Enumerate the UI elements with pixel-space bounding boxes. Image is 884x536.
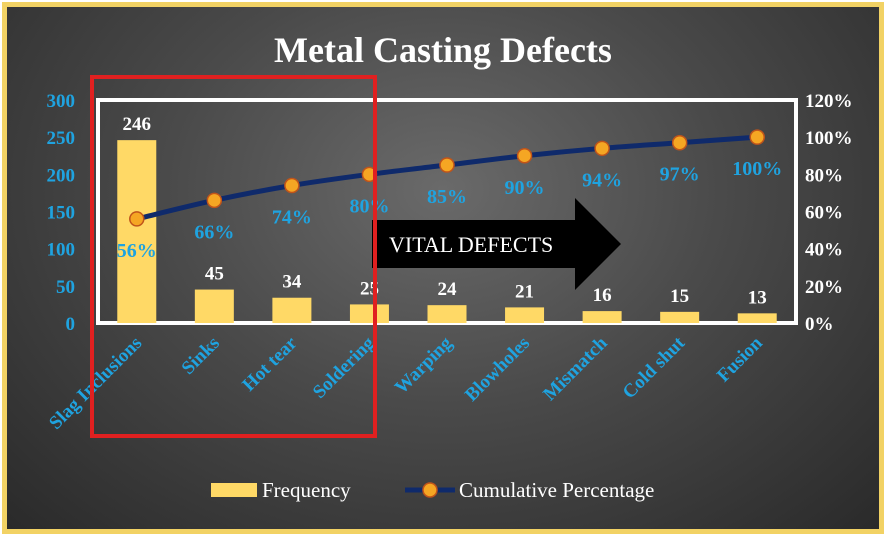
y-right-tick-label: 120% — [805, 91, 853, 112]
bar-value-label: 246 — [123, 114, 152, 135]
bar-value-label: 21 — [515, 281, 534, 302]
y-left-tick-label: 100 — [47, 240, 76, 261]
cumulative-percent-label: 90% — [505, 177, 545, 199]
bar — [349, 304, 389, 323]
x-tick-label: Cold shut — [619, 332, 690, 403]
bar — [582, 311, 622, 323]
cumulative-point — [439, 157, 455, 173]
bar — [660, 311, 700, 323]
vital-defects-label: VITAL DEFECTS — [389, 232, 553, 257]
y-left-tick-label: 0 — [66, 314, 76, 335]
cumulative-percent-label: 56% — [117, 240, 157, 262]
x-tick-label: Hot tear — [238, 332, 301, 395]
legend-label-frequency: Frequency — [262, 478, 351, 502]
cumulative-point — [284, 177, 300, 194]
legend-swatch-frequency — [211, 483, 257, 497]
legend-label-cumulative: Cumulative Percentage — [459, 478, 654, 502]
bar-value-label: 45 — [205, 264, 224, 285]
chart-title: Metal Casting Defects — [274, 30, 612, 70]
cumulative-point — [594, 140, 610, 157]
y-right-tick-label: 0% — [805, 314, 834, 335]
bar — [272, 297, 312, 323]
y-right-tick-label: 80% — [805, 165, 843, 186]
legend-item-frequency: Frequency — [211, 478, 351, 502]
cumulative-percent-label: 100% — [732, 158, 782, 180]
x-tick-label: Mismatch — [539, 332, 612, 405]
x-tick-label: Sinks — [178, 333, 224, 379]
legend-swatch-cumulative-marker — [422, 482, 438, 498]
y-right-tick-label: 40% — [805, 240, 843, 261]
x-tick-label: Slag Inclusions — [45, 333, 146, 434]
bar — [194, 289, 234, 323]
line-data-labels: 56% 66% 74% 80% 85% 90% 94% 97% 100% — [117, 158, 782, 262]
x-tick-label: Warping — [391, 332, 457, 398]
bar — [427, 305, 467, 323]
cumulative-point — [206, 192, 223, 209]
bar-value-label: 34 — [282, 272, 302, 293]
y-right-tick-label: 100% — [805, 128, 853, 149]
y-left-tick-label: 50 — [56, 277, 75, 298]
vital-defects-highlight-box — [90, 75, 377, 438]
y-left-tick-label: 250 — [47, 128, 76, 149]
pareto-chart: Metal Casting Defects 0 50 100 150 200 250 300… — [45, 30, 853, 502]
y-right-tick-label: 60% — [805, 203, 843, 224]
x-tick-label: Fusion — [713, 332, 767, 386]
vital-defects-annotation: VITAL DEFECTS — [372, 198, 621, 290]
cumulative-point — [516, 148, 533, 164]
bar-value-label: 24 — [438, 279, 458, 300]
bar — [117, 140, 157, 323]
bar — [505, 307, 545, 323]
bar-series — [117, 140, 777, 323]
right-axis: 0% 20% 40% 60% 80% 100% 120% — [805, 91, 853, 335]
cumulative-percent-label: 85% — [427, 186, 467, 208]
cumulative-percent-label: 94% — [582, 169, 622, 191]
legend-item-cumulative: Cumulative Percentage — [405, 478, 654, 502]
x-tick-label: Blowholes — [461, 333, 534, 406]
cumulative-point — [129, 211, 145, 227]
y-left-tick-label: 150 — [47, 203, 76, 224]
line-series — [129, 129, 765, 227]
cumulative-percent-label: 66% — [194, 221, 234, 243]
bar — [737, 313, 777, 323]
y-left-tick-label: 300 — [47, 91, 76, 112]
bar-value-label: 13 — [748, 287, 767, 308]
legend: Frequency Cumulative Percentage — [211, 478, 654, 502]
x-axis: Slag Inclusions Sinks Hot tear Soldering War… — [45, 332, 767, 434]
vital-defects-arrow — [372, 198, 621, 290]
cumulative-percent-label: 80% — [349, 195, 389, 217]
left-axis: 0 50 100 150 200 250 300 — [47, 91, 76, 335]
cumulative-point — [749, 129, 765, 145]
y-right-tick-label: 20% — [805, 277, 843, 298]
cumulative-percent-label: 74% — [272, 206, 312, 228]
x-tick-label: Soldering — [309, 332, 379, 402]
bar-value-label: 15 — [670, 286, 689, 307]
y-left-tick-label: 200 — [47, 165, 76, 186]
cumulative-point — [671, 134, 688, 151]
cumulative-percent-label: 97% — [660, 164, 700, 186]
bar-value-label: 16 — [593, 285, 612, 306]
